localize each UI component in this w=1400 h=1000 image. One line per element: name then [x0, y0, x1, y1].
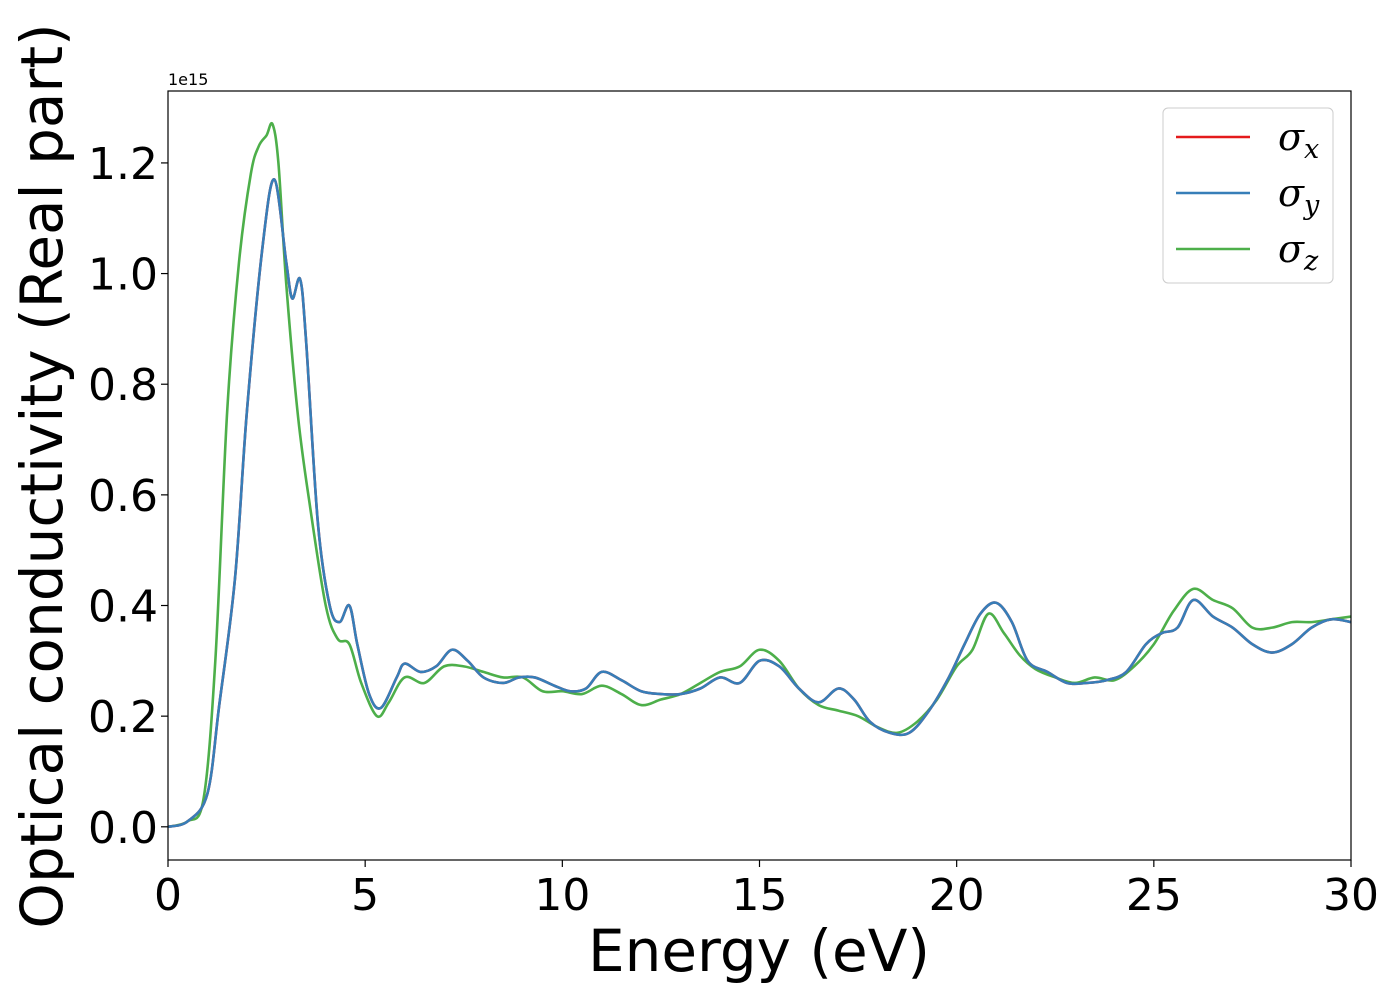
x-tick-label: 10 — [534, 870, 590, 921]
series-line-y — [168, 178, 1351, 829]
y-tick-label: 0.0 — [88, 803, 158, 854]
legend-subscript: y — [1303, 190, 1320, 221]
x-tick-label: 0 — [154, 870, 182, 921]
legend-subscript: z — [1303, 246, 1319, 277]
y-tick-label: 1.2 — [88, 139, 158, 190]
legend-label-x: σx — [1278, 115, 1319, 165]
y-tick-label: 0.2 — [88, 692, 158, 743]
x-tick-label: 20 — [929, 870, 985, 921]
legend-subscript: x — [1304, 134, 1319, 165]
x-tick-label: 25 — [1126, 870, 1182, 921]
series-line-z — [168, 121, 1351, 829]
x-tick-label: 5 — [351, 870, 379, 921]
y-axis-label: Optical conductivity (Real part) — [8, 23, 76, 928]
legend-symbol: σ — [1278, 171, 1305, 215]
legend-symbol: σ — [1278, 227, 1305, 271]
y-tick-label: 0.6 — [88, 471, 158, 522]
y-offset-text: 1e15 — [168, 70, 208, 89]
legend-label-y: σy — [1278, 171, 1320, 221]
legend-symbol: σ — [1278, 115, 1305, 159]
y-tick-label: 1.0 — [88, 250, 158, 301]
y-axis-ticks: 0.0 0.2 0.4 0.6 0.8 1.0 1.2 — [88, 139, 168, 854]
y-tick-label: 0.4 — [88, 582, 158, 633]
legend-label-z: σz — [1278, 227, 1319, 277]
x-axis-label: Energy (eV) — [588, 917, 930, 985]
legend-box — [1162, 107, 1334, 284]
x-tick-label: 30 — [1323, 870, 1379, 921]
y-tick-label: 0.8 — [88, 360, 158, 411]
x-tick-label: 15 — [732, 870, 788, 921]
plot-lines — [168, 121, 1351, 829]
x-axis-ticks: 0 5 10 15 20 25 30 — [154, 860, 1379, 921]
